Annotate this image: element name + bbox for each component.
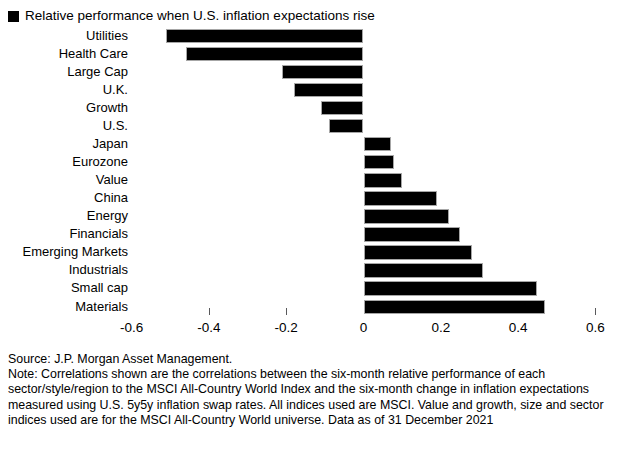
category-label: Small cap <box>0 280 128 296</box>
category-label: Materials <box>0 299 128 315</box>
category-label: Energy <box>0 208 128 224</box>
bar <box>364 227 461 242</box>
category-label: U.K. <box>0 82 128 98</box>
chart-title: Relative performance when U.S. inflation… <box>25 7 375 25</box>
axis-tick-label: 0 <box>360 320 368 336</box>
bar <box>364 300 546 315</box>
axis-tick-mark <box>209 308 210 315</box>
bar <box>364 155 395 170</box>
category-label: Value <box>0 172 128 188</box>
chart-row: Utilities <box>0 29 622 44</box>
axis-tick-label: -0.2 <box>275 320 298 336</box>
legend-swatch-icon <box>8 11 19 22</box>
category-label: Financials <box>0 226 128 242</box>
bar <box>364 173 403 188</box>
chart-row: Emerging Markets <box>0 245 622 260</box>
chart-row: Health Care <box>0 47 622 62</box>
bar <box>364 137 391 152</box>
category-label: Health Care <box>0 46 128 62</box>
category-label: Utilities <box>0 28 128 44</box>
category-label: Emerging Markets <box>0 244 128 260</box>
chart-figure: Relative performance when U.S. inflation… <box>0 0 622 452</box>
bar <box>364 209 449 224</box>
category-label: Large Cap <box>0 64 128 80</box>
category-label: China <box>0 190 128 206</box>
axis-tick-label: -0.4 <box>197 320 220 336</box>
chart-row: U.K. <box>0 83 622 98</box>
axis-tick-label: -0.6 <box>120 320 143 336</box>
bar <box>282 65 363 80</box>
chart-row: Materials <box>0 300 622 315</box>
chart-legend: Relative performance when U.S. inflation… <box>8 7 375 25</box>
methodology-note: Note: Correlations shown are the correla… <box>8 367 614 428</box>
bar <box>329 119 364 134</box>
bar <box>364 191 437 206</box>
chart-row: U.S. <box>0 119 622 134</box>
axis-tick-mark <box>595 308 596 315</box>
bar <box>364 263 484 278</box>
category-label: Japan <box>0 136 128 152</box>
bar <box>321 101 364 116</box>
bar-chart-plot-area: Utilities Health Care Large Cap U.K. Growth U… <box>0 28 622 316</box>
axis-tick-label: 0.4 <box>509 320 528 336</box>
category-label: Growth <box>0 100 128 116</box>
category-label: Industrials <box>0 262 128 278</box>
chart-row: Japan <box>0 137 622 152</box>
chart-row: China <box>0 191 622 206</box>
axis-tick-label: 0.2 <box>431 320 450 336</box>
chart-row: Growth <box>0 101 622 116</box>
chart-row: Industrials <box>0 263 622 278</box>
footer: Source: J.P. Morgan Asset Management. No… <box>8 352 614 428</box>
bar <box>364 245 472 260</box>
source-note: Source: J.P. Morgan Asset Management. <box>8 352 614 367</box>
chart-row: Financials <box>0 227 622 242</box>
chart-row: Eurozone <box>0 155 622 170</box>
chart-row: Energy <box>0 209 622 224</box>
bar <box>294 83 364 98</box>
chart-row: Value <box>0 173 622 188</box>
chart-row: Large Cap <box>0 65 622 80</box>
bar <box>166 29 363 44</box>
bar <box>186 47 364 62</box>
chart-row: Small cap <box>0 281 622 296</box>
category-label: Eurozone <box>0 154 128 170</box>
category-label: U.S. <box>0 118 128 134</box>
axis-tick-label: 0.6 <box>586 320 605 336</box>
bar <box>364 281 538 296</box>
axis-tick-mark <box>286 308 287 315</box>
